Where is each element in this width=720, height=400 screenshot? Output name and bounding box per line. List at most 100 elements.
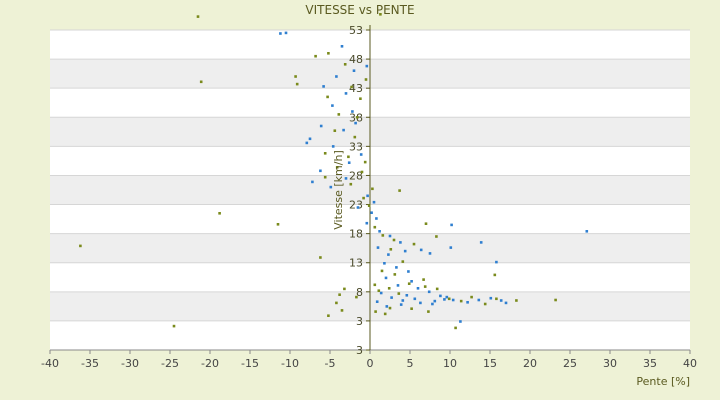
data-point (388, 306, 392, 310)
y-axis-label: Vitesse [km/h] (332, 150, 345, 230)
data-point (372, 200, 376, 204)
data-point (427, 310, 430, 313)
x-tick-label: -35 (81, 357, 99, 370)
data-point (399, 303, 403, 306)
data-point (495, 260, 498, 264)
data-point (376, 246, 380, 249)
data-point (554, 298, 557, 302)
data-point (401, 299, 405, 302)
y-tick-label: 53 (349, 24, 363, 37)
data-point (347, 161, 351, 164)
data-point (483, 302, 487, 306)
data-point (416, 287, 420, 290)
x-tick-label: 25 (563, 357, 577, 370)
data-point (375, 217, 378, 220)
data-point (355, 116, 359, 119)
x-tick-labels: -40 -35 -30 -25 -20 -15 -10 -5 0 5 10 15 20 25 30 35 40 (41, 357, 697, 370)
data-point (359, 153, 363, 156)
data-point (407, 282, 411, 285)
x-tick-label: 15 (483, 357, 497, 370)
data-point (451, 298, 455, 302)
data-point (326, 95, 329, 99)
data-point (335, 301, 338, 305)
y-tick-labels: 338131823283338434853 (349, 24, 363, 357)
data-point (308, 137, 312, 141)
data-point (493, 273, 497, 277)
data-point (373, 283, 377, 287)
data-point (322, 85, 325, 88)
data-point (295, 82, 299, 86)
data-point (450, 223, 453, 227)
data-point (327, 314, 330, 317)
data-point (338, 293, 341, 296)
data-point (515, 299, 518, 302)
data-point (385, 305, 389, 308)
data-point (363, 160, 367, 164)
x-tick-label: -15 (241, 357, 259, 370)
data-point (350, 85, 353, 89)
data-point (353, 135, 357, 139)
x-tick-label: 30 (603, 357, 617, 370)
data-point (387, 287, 391, 290)
data-point (379, 13, 382, 16)
data-point (196, 15, 200, 18)
data-point (323, 152, 327, 155)
data-point (419, 301, 422, 305)
data-point (343, 287, 346, 291)
data-point (435, 287, 439, 291)
data-point (427, 290, 431, 294)
data-point (396, 284, 400, 287)
y-tick-label: 3 (356, 344, 363, 357)
data-point (395, 266, 398, 269)
data-point (413, 297, 417, 301)
data-point (319, 124, 323, 128)
data-points (79, 13, 589, 330)
data-point (422, 278, 425, 281)
data-point (362, 196, 365, 200)
data-point (365, 221, 369, 225)
data-point (311, 180, 314, 184)
data-point (319, 256, 322, 259)
data-point (433, 299, 437, 303)
data-point (454, 326, 457, 330)
data-point (410, 280, 413, 283)
data-point (284, 31, 288, 35)
data-point (383, 262, 386, 265)
x-tick-label: -10 (281, 357, 299, 370)
data-point (392, 238, 396, 242)
data-point (329, 185, 333, 189)
data-point (383, 312, 387, 316)
y-tick-label: 8 (356, 286, 363, 299)
data-point (294, 75, 297, 78)
data-point (384, 276, 388, 280)
data-point (360, 170, 364, 174)
data-point (403, 249, 407, 253)
x-tick-label: 40 (683, 357, 697, 370)
y-tick-label: 23 (349, 199, 363, 212)
data-point (477, 298, 481, 302)
data-point (419, 248, 423, 252)
x-tick-label: -20 (201, 357, 219, 370)
data-point (423, 285, 427, 288)
data-point (314, 54, 317, 58)
data-point (351, 110, 354, 113)
data-point (428, 252, 432, 255)
data-point (410, 307, 413, 310)
data-point (172, 324, 176, 328)
data-point (381, 234, 385, 237)
data-point (367, 204, 371, 207)
data-point (364, 78, 368, 81)
x-axis-label: Pente [%] (636, 375, 690, 388)
data-point (323, 175, 327, 179)
data-point (388, 234, 392, 238)
data-point (379, 291, 383, 295)
data-point (218, 212, 221, 215)
data-point (412, 242, 416, 246)
data-point (199, 80, 203, 84)
data-point (335, 166, 339, 169)
x-tick-label: 20 (523, 357, 537, 370)
data-point (435, 235, 438, 238)
data-point (344, 92, 348, 95)
